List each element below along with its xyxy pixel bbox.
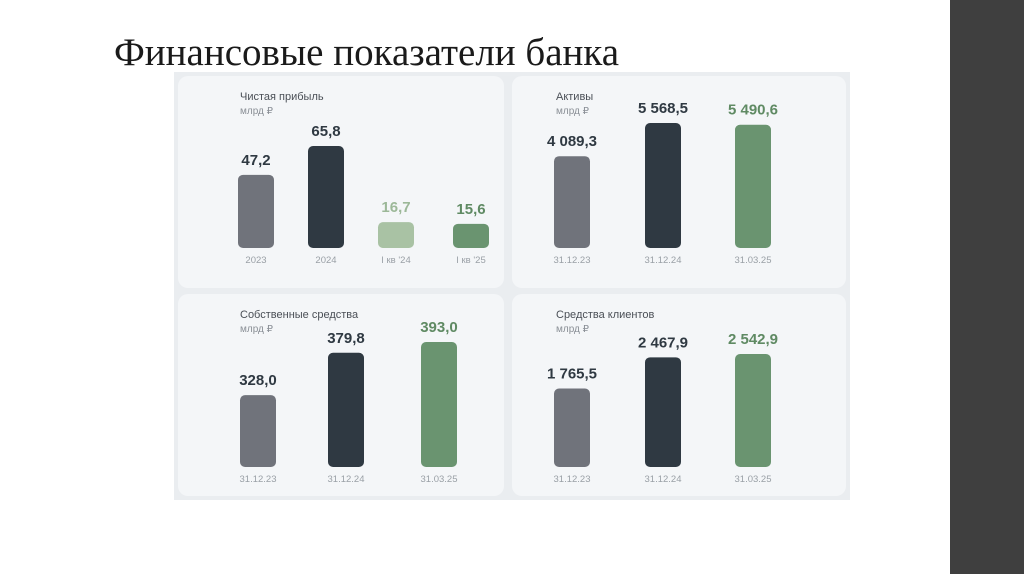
bar-31.03.25: [421, 342, 457, 467]
chart-panel-client-funds: Средства клиентов млрд ₽ 1 765,5 31.12.23 2 …: [512, 294, 846, 496]
bar-31.12.23: [554, 156, 590, 248]
value-label: 65,8: [311, 123, 340, 140]
value-label: 15,6: [456, 201, 485, 218]
value-label: 1 765,5: [547, 366, 597, 383]
bar-31.03.25: [735, 124, 771, 248]
value-label: 4 089,3: [547, 133, 597, 150]
bar-31.12.23: [240, 395, 276, 467]
value-label: 393,0: [420, 319, 458, 336]
category-label: I кв '24: [381, 255, 411, 266]
category-label: 2023: [245, 255, 266, 266]
bar-I кв '24: [378, 222, 414, 248]
category-label: 31.12.24: [645, 255, 682, 266]
chart-unit: млрд ₽: [556, 324, 590, 335]
category-label: 31.03.25: [735, 474, 772, 485]
chart-panel-own-funds: Собственные средства млрд ₽ 328,0 31.12.23 3…: [178, 294, 504, 496]
category-label: 31.12.23: [240, 474, 277, 485]
category-label: 31.03.25: [421, 474, 458, 485]
category-label: 31.12.24: [645, 474, 682, 485]
panels-container: Чистая прибыль млрд ₽ 47,2 2023 65,8 2024 16,7…: [174, 72, 850, 500]
value-label: 5 568,5: [638, 100, 688, 117]
chart-title: Собственные средства: [240, 309, 359, 321]
bar-31.12.23: [554, 388, 590, 467]
chart-panel-assets: Активы млрд ₽ 4 089,3 31.12.23 5 568,5 31.12.…: [512, 76, 846, 288]
value-label: 2 467,9: [638, 334, 688, 351]
value-label: 2 542,9: [728, 331, 778, 348]
value-label: 5 490,6: [728, 102, 778, 119]
bar-I кв '25: [453, 223, 489, 248]
bar-31.03.25: [735, 354, 771, 467]
value-label: 379,8: [327, 330, 365, 347]
side-strip: [950, 0, 1024, 574]
bar-chart: Чистая прибыль млрд ₽ 47,2 2023 65,8 2024 16,7…: [238, 91, 489, 266]
category-label: 31.12.24: [328, 474, 365, 485]
value-label: 328,0: [239, 372, 277, 389]
chart-unit: млрд ₽: [556, 106, 590, 117]
value-label: 16,7: [381, 199, 410, 216]
chart-title: Средства клиентов: [556, 309, 655, 321]
value-label: 47,2: [241, 152, 270, 169]
bar-chart: Активы млрд ₽ 4 089,3 31.12.23 5 568,5 31.12.…: [547, 91, 778, 266]
category-label: 31.03.25: [735, 255, 772, 266]
chart-panel-net-profit: Чистая прибыль млрд ₽ 47,2 2023 65,8 2024 16,7…: [178, 76, 504, 288]
chart-unit: млрд ₽: [240, 106, 274, 117]
bar-2024: [308, 146, 344, 248]
bar-chart: Собственные средства млрд ₽ 328,0 31.12.23 3…: [239, 309, 458, 485]
slide-title: Финансовые показатели банка: [114, 31, 620, 74]
category-label: 2024: [315, 255, 336, 266]
bar-31.12.24: [645, 123, 681, 248]
category-label: I кв '25: [456, 255, 486, 266]
bar-31.12.24: [328, 352, 364, 467]
chart-title: Чистая прибыль: [240, 91, 324, 103]
chart-unit: млрд ₽: [240, 324, 274, 335]
chart-title: Активы: [556, 91, 593, 103]
bar-31.12.24: [645, 357, 681, 467]
bar-2023: [238, 174, 274, 248]
category-label: 31.12.23: [554, 474, 591, 485]
category-label: 31.12.23: [554, 255, 591, 266]
bar-chart: Средства клиентов млрд ₽ 1 765,5 31.12.23 2 …: [547, 309, 778, 485]
